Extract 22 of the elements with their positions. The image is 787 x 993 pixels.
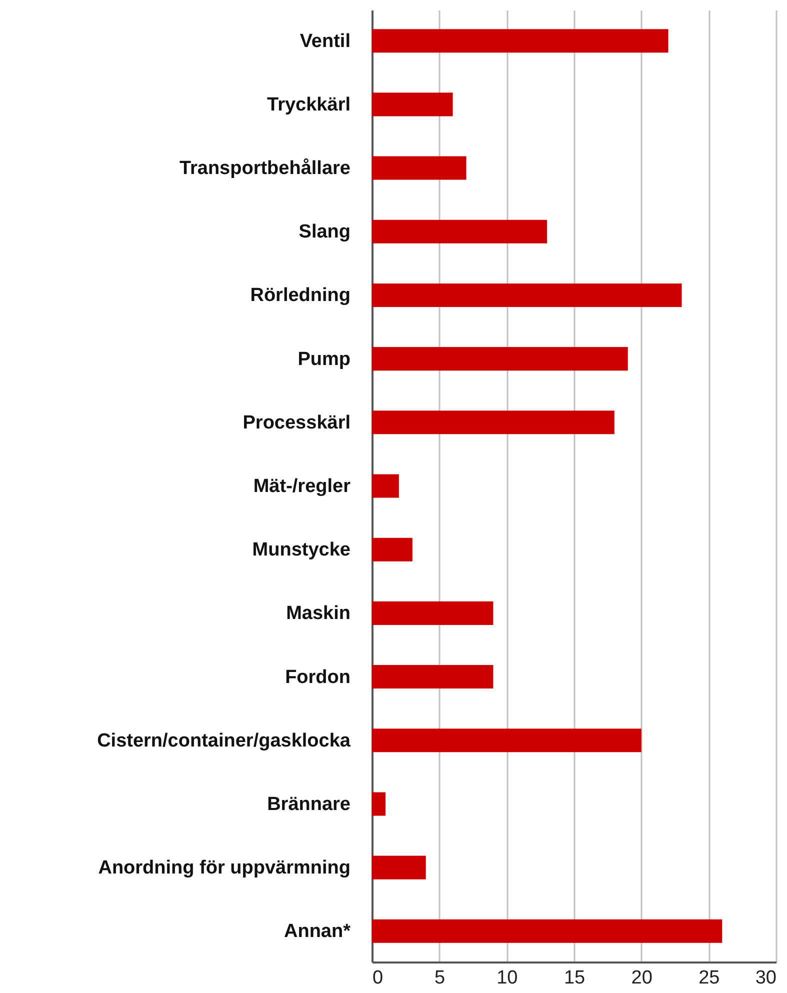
x-tick-label: 30 [755, 968, 776, 988]
y-tick-label: Brännare [267, 794, 350, 815]
y-tick-label: Annan* [284, 921, 352, 942]
y-tick-label: Fordon [285, 666, 350, 688]
y-tick-label: Mät-/regler [253, 476, 352, 497]
y-tick-label: Munstycke [252, 540, 350, 561]
x-tick-label: 20 [631, 968, 652, 988]
x-tick-label: 15 [564, 968, 586, 988]
y-tick-label: Maskin [286, 603, 350, 624]
x-tick-label: 10 [496, 968, 518, 988]
x-tick-label: 5 [434, 968, 446, 988]
y-tick-label: Tryckkärl [267, 94, 350, 116]
y-tick-label: Anordning för uppvärmning [98, 858, 350, 879]
y-tick-label: Cistern/container/gasklocka [97, 730, 351, 752]
y-tick-label: Ventil [300, 30, 350, 52]
y-tick-label: Pump [298, 348, 350, 370]
x-tick-label: 25 [698, 968, 720, 988]
y-tick-label: Slang [298, 222, 350, 243]
y-tick-label: Rörledning [250, 285, 350, 306]
y-tick-label: Transportbehållare [179, 158, 350, 180]
x-tick-label: 0 [372, 968, 384, 988]
y-tick-label: Processkärl [242, 412, 350, 434]
